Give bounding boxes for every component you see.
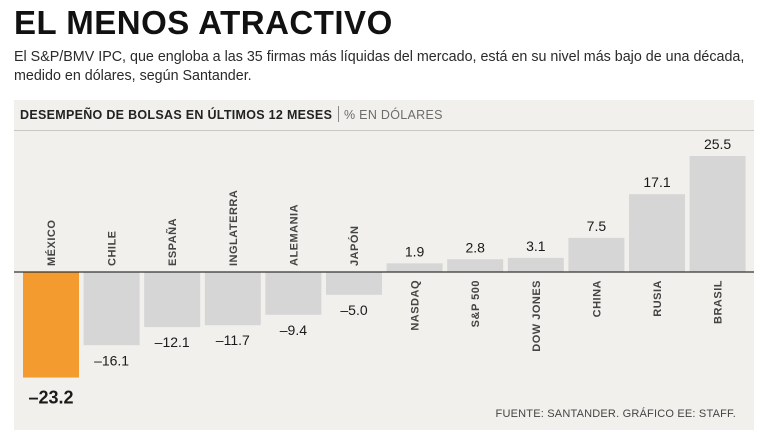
bar-alemania xyxy=(265,272,322,315)
chart-title: DESEMPEÑO DE BOLSAS EN ÚLTIMOS 12 MESES xyxy=(20,108,333,122)
category-label: INGLATERRA xyxy=(228,190,240,266)
chart-unit: % EN DÓLARES xyxy=(344,108,443,122)
value-label: 2.8 xyxy=(465,239,485,255)
value-label: –5.0 xyxy=(340,302,367,318)
bar-dow-jones xyxy=(507,257,564,272)
value-label: –9.4 xyxy=(280,322,307,338)
category-label: JAPÓN xyxy=(348,226,361,266)
category-label: DOW JONES xyxy=(531,280,543,352)
source-note: FUENTE: SANTANDER. GRÁFICO EE: STAFF. xyxy=(495,408,736,420)
value-label: –23.2 xyxy=(28,388,73,408)
bar-jap-n xyxy=(326,272,382,295)
value-label: 1.9 xyxy=(405,243,425,259)
category-label: MÉXICO xyxy=(45,220,58,266)
category-label: RUSIA xyxy=(652,280,664,317)
category-label: CHINA xyxy=(591,280,603,317)
bar-nasdaq xyxy=(386,263,443,272)
bar-m-xico xyxy=(23,272,79,378)
value-label: 7.5 xyxy=(587,218,607,234)
category-label: ESPAÑA xyxy=(166,218,179,266)
chart-header: DESEMPEÑO DE BOLSAS EN ÚLTIMOS 12 MESES … xyxy=(14,100,754,131)
value-label: 3.1 xyxy=(526,238,546,254)
category-label: BRASIL xyxy=(713,280,725,324)
bar-brasil xyxy=(689,155,746,272)
bar-china xyxy=(568,237,625,272)
bar-s-p-500 xyxy=(447,259,504,272)
category-label: CHILE xyxy=(107,231,119,267)
bar-chart: –23.2 MÉXICO –16.1 CHILE –12.1 ESPAÑA –11.7 ING… xyxy=(14,136,754,408)
page-title: EL MENOS ATRACTIVO xyxy=(14,4,393,41)
value-label: 17.1 xyxy=(643,174,670,190)
chart-panel: DESEMPEÑO DE BOLSAS EN ÚLTIMOS 12 MESES … xyxy=(14,100,754,430)
bar-rusia xyxy=(629,194,685,272)
category-label: S&P 500 xyxy=(470,280,482,327)
header-separator xyxy=(338,106,339,122)
bar-inglaterra xyxy=(204,272,261,326)
bar-espa-a xyxy=(144,272,201,328)
category-label: ALEMANIA xyxy=(288,204,300,266)
category-label: NASDAQ xyxy=(410,280,422,331)
bar-chile xyxy=(83,272,140,346)
subtitle: El S&P/BMV IPC, que engloba a las 35 fir… xyxy=(14,49,745,84)
value-label: –12.1 xyxy=(155,334,190,350)
value-label: 25.5 xyxy=(704,136,731,152)
value-label: –11.7 xyxy=(216,332,250,348)
value-label: –16.1 xyxy=(94,352,129,368)
